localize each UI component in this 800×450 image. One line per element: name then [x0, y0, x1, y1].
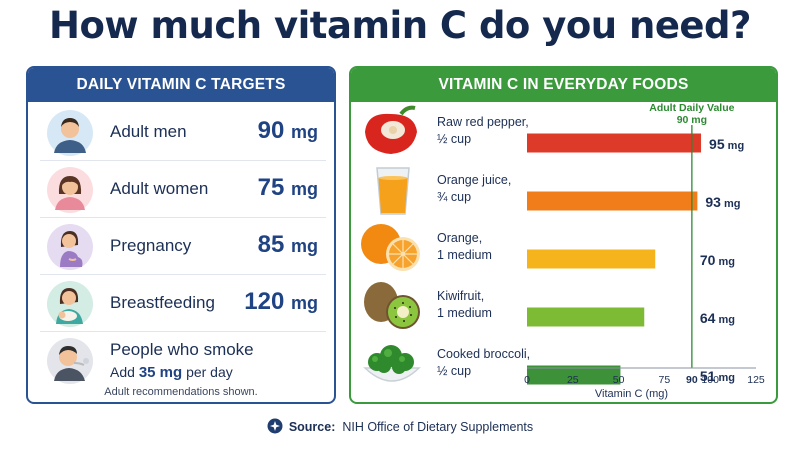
source-text: NIH Office of Dietary Supplements — [342, 419, 534, 434]
red-pepper-icon — [357, 102, 427, 160]
x-tick-label: 125 — [747, 374, 765, 386]
target-row-pregnancy: Pregnancy 85 mg — [40, 218, 326, 275]
food-row-kiwifruit: Kiwifruit, 1 medium — [351, 276, 776, 334]
target-label: Pregnancy — [110, 236, 192, 255]
page-title: How much vitamin C do you need? — [49, 4, 751, 47]
food-row-orange-juice: Orange juice, ¾ cup — [351, 160, 776, 218]
food-row-broccoli: Cooked broccoli, ½ cup — [351, 334, 776, 392]
x-tick-label: 100 — [701, 374, 719, 386]
x-tick-label: 75 — [659, 374, 671, 386]
bar — [527, 249, 656, 269]
bar — [527, 307, 645, 327]
bar — [527, 133, 702, 153]
target-value: 75 mg — [257, 174, 318, 201]
broccoli-icon — [357, 334, 427, 392]
target-value: 120 mg — [244, 288, 318, 315]
target-value: 85 mg — [257, 231, 318, 258]
target-row-adult-women: Adult women 75 mg — [40, 161, 326, 218]
foods-header: VITAMIN C IN EVERYDAY FOODS — [351, 68, 776, 102]
food-label: Cooked broccoli, ½ cup — [437, 347, 531, 378]
bar-value-label: 93 mg — [705, 194, 740, 210]
food-label: Orange, 1 medium — [437, 231, 492, 262]
target-row-adult-men: Adult men 90 mg — [40, 104, 326, 161]
target-label: Breastfeeding — [110, 293, 215, 312]
food-label: Raw red pepper, ½ cup — [437, 115, 529, 146]
x-tick-label: 90 — [686, 374, 698, 386]
breastfeeding-mother-icon — [46, 280, 94, 328]
bar — [527, 365, 621, 385]
food-label: Kiwifruit, 1 medium — [437, 289, 492, 320]
smokers-label: People who smoke — [110, 340, 254, 359]
target-value: 90 mg — [257, 117, 318, 144]
vitamin-c-bar-chart: 95 mg 93 mg 70 mg 64 mg 51 mg Adult Daily Val… — [524, 102, 765, 400]
smokers-addition: Add 35 mg per day — [110, 364, 233, 381]
daily-value-amount: 90 mg — [677, 114, 707, 126]
source-line: Source: NIH Office of Dietary Supplement… — [0, 418, 800, 437]
orange-icon — [357, 218, 427, 276]
smoking-person-icon — [46, 337, 94, 385]
woman-avatar-icon — [46, 166, 94, 214]
bar-value-label: 51 mg — [700, 368, 735, 384]
bar — [527, 191, 698, 211]
target-label: Adult women — [110, 179, 209, 198]
bar-value-label: 70 mg — [700, 252, 735, 268]
orange-juice-icon — [357, 160, 427, 218]
x-tick-label: 0 — [524, 374, 530, 386]
target-row-breastfeeding: Breastfeeding 120 mg — [40, 275, 326, 332]
x-axis-title: Vitamin C (mg) — [595, 388, 668, 400]
nih-seal-icon — [267, 418, 283, 437]
targets-footnote: Adult recommendations shown. — [104, 386, 258, 398]
daily-targets-panel: DAILY VITAMIN C TARGETS Adult men 90 mg … — [26, 66, 336, 404]
target-label: Adult men — [110, 122, 187, 141]
foods-panel: VITAMIN C IN EVERYDAY FOODS Raw red pepp… — [349, 66, 778, 404]
kiwifruit-icon — [357, 276, 427, 334]
food-row-red-pepper: Raw red pepper, ½ cup — [351, 102, 776, 160]
x-tick-label: 25 — [567, 374, 579, 386]
food-label: Orange juice, ¾ cup — [437, 173, 512, 204]
bar-value-label: 95 mg — [709, 136, 744, 152]
food-row-orange: Orange, 1 medium — [351, 218, 776, 276]
pregnant-woman-icon — [46, 223, 94, 271]
target-row-smokers: People who smoke Add 35 mg per day — [40, 332, 326, 389]
bar-value-label: 64 mg — [700, 310, 735, 326]
daily-targets-header: DAILY VITAMIN C TARGETS — [28, 68, 334, 102]
man-avatar-icon — [46, 109, 94, 157]
daily-value-label: Adult Daily Value — [649, 102, 734, 114]
source-label: Source: — [288, 419, 336, 434]
x-tick-label: 50 — [613, 374, 625, 386]
